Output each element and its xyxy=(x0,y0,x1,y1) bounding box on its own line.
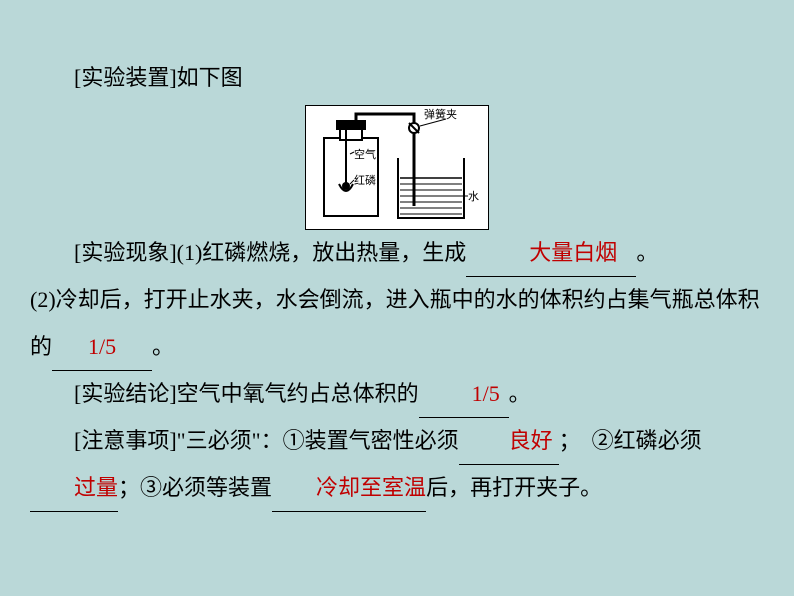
conclusion-line: [实验结论]空气中氧气约占总体积的1/5。 xyxy=(30,371,764,418)
phenomena-label: [实验现象] xyxy=(74,240,177,265)
p2-post: 。 xyxy=(152,334,174,359)
beaker xyxy=(398,158,464,218)
n2-pre: ②红磷必须 xyxy=(592,428,702,453)
p1-pre: (1)红磷燃烧，放出热量，生成 xyxy=(177,240,467,265)
label-spring-clip: 弹簧夹 xyxy=(424,107,457,121)
water xyxy=(400,178,462,214)
slide-content: [实验装置]如下图 xyxy=(0,0,794,512)
diagram-wrap: 弹簧夹 空气 红磷 水 xyxy=(30,101,764,230)
apparatus-diagram: 弹簧夹 空气 红磷 水 xyxy=(305,105,489,230)
stopper xyxy=(336,120,366,130)
n1-pre: ①装置气密性必须 xyxy=(283,428,459,453)
conclusion-label: [实验结论] xyxy=(74,381,177,406)
p1-fill: 大量白烟 xyxy=(466,230,636,277)
n2-fill: 过量 xyxy=(30,465,118,512)
apparatus-label: [实验装置]如下图 xyxy=(30,55,243,101)
p1-post: 。 xyxy=(636,240,658,265)
n2-post: ； xyxy=(118,475,140,500)
notes-line: [注意事项]"三必须"：①装置气密性必须良好； ②红磷必须过量；③必须等装置冷却… xyxy=(30,418,764,512)
label-air: 空气 xyxy=(354,147,376,161)
three-must: "三必须"： xyxy=(177,428,283,453)
c-post: 。 xyxy=(509,381,531,406)
label-water: 水 xyxy=(468,190,479,203)
n3-post: 后，再打开夹子。 xyxy=(426,475,602,500)
n3-fill: 冷却至室温 xyxy=(272,465,426,512)
n3-pre: ③必须等装置 xyxy=(140,475,272,500)
n1-fill: 良好 xyxy=(459,418,559,465)
n1-post: ； xyxy=(559,428,581,453)
phosphorus xyxy=(342,182,350,190)
apparatus-row: [实验装置]如下图 xyxy=(30,55,764,101)
apparatus-svg: 弹簧夹 空气 红磷 水 xyxy=(306,106,490,231)
phenomena-line2: (2)冷却后，打开止水夹，水会倒流，进入瓶中的水的体积约占集气瓶总体积的1/5。 xyxy=(30,277,764,370)
p2-fill: 1/5 xyxy=(52,324,152,371)
c-pre: 空气中氧气约占总体积的 xyxy=(177,381,419,406)
notes-label: [注意事项] xyxy=(74,428,177,453)
phenomena-line1: [实验现象](1)红磷燃烧，放出热量，生成大量白烟。 xyxy=(30,230,764,277)
label-phosphorus: 红磷 xyxy=(354,174,376,187)
c-fill: 1/5 xyxy=(419,371,509,418)
